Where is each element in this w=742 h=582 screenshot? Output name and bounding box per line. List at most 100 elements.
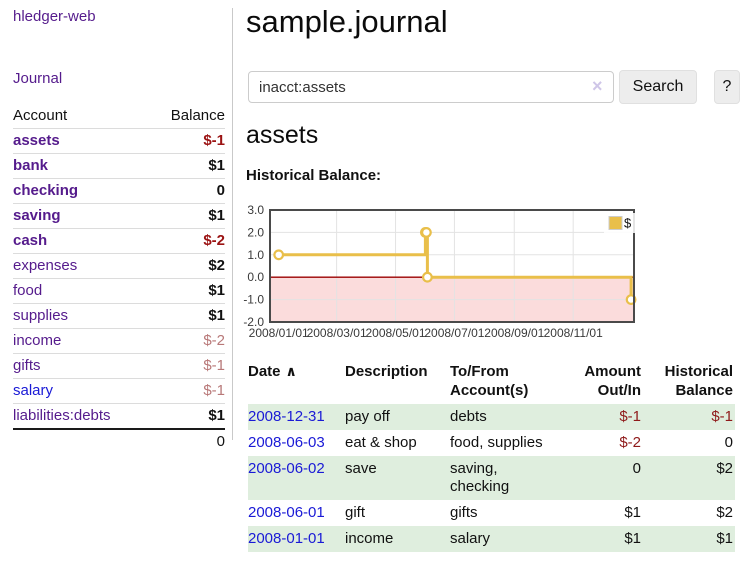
account-link-gifts[interactable]: gifts — [13, 357, 41, 374]
sidebar-item-journal[interactable]: Journal — [13, 70, 63, 87]
account-link-food[interactable]: food — [13, 282, 43, 299]
transactions-table: Date ∧ Description To/From Account(s) Amo… — [248, 362, 735, 552]
chart-border — [269, 209, 635, 323]
transactions-header-row: Date ∧ Description To/From Account(s) Amo… — [248, 362, 735, 404]
account-balance: 0 — [149, 178, 225, 204]
legend-label: $ — [624, 216, 632, 231]
transaction-balance: $-1 — [643, 404, 735, 430]
data-point-marker[interactable] — [273, 249, 285, 261]
transaction-amount: $1 — [560, 526, 643, 552]
account-balance: $1 — [149, 203, 225, 229]
transaction-balance: $1 — [643, 526, 735, 552]
account-link-supplies[interactable]: supplies — [13, 307, 69, 324]
account-link-liabilities-debts[interactable]: liabilities:debts — [13, 407, 111, 424]
transaction-balance: 0 — [724, 434, 733, 451]
account-link-checking[interactable]: checking — [13, 182, 79, 199]
account-row: checking 0 — [13, 178, 225, 204]
search-button[interactable]: Search — [619, 70, 697, 104]
search-input[interactable] — [248, 71, 614, 103]
x-axis-label: 2008/03/01 — [307, 326, 367, 340]
account-link-bank[interactable]: bank — [13, 157, 49, 174]
account-link-expenses[interactable]: expenses — [13, 257, 78, 274]
x-axis-label: 2008/05/01 — [365, 326, 425, 340]
transaction-description: gift — [345, 504, 366, 521]
transaction-amount: 0 — [560, 456, 643, 500]
transaction-amount: $-1 — [560, 404, 643, 430]
accounts-header-row: Account Balance — [13, 104, 225, 129]
accounts-total-row: 0 — [13, 428, 225, 454]
balance-column-header: Historical Balance — [664, 363, 733, 399]
account-balance: $-2 — [149, 328, 225, 354]
account-row: cash $-2 — [13, 228, 225, 254]
account-link-assets[interactable]: assets — [13, 132, 60, 149]
transaction-date-link[interactable]: 2008-01-01 — [248, 530, 325, 547]
sidebar-divider — [232, 8, 233, 440]
transaction-date-link[interactable]: 2008-12-31 — [248, 408, 325, 425]
description-column-header: Description — [345, 363, 428, 380]
account-row: salary $-1 — [13, 378, 225, 404]
y-axis-label: 0.0 — [247, 270, 264, 284]
account-balance: $-1 — [149, 378, 225, 404]
account-balance: $2 — [149, 253, 225, 279]
y-axis-label: -2.0 — [243, 315, 264, 329]
transaction-description: pay off — [345, 404, 450, 430]
transaction-amount: $-2 — [619, 434, 641, 451]
account-column-header: Account — [13, 107, 68, 124]
account-link-saving[interactable]: saving — [13, 207, 61, 224]
historical-balance-chart[interactable]: 3.0 2.0 1.0 0.0 -1.0 -2.0 2008/01/01 2008/03/01… — [240, 203, 642, 350]
x-axis-label: 2008/11/01 — [544, 326, 603, 340]
transaction-date-link[interactable]: 2008-06-02 — [248, 460, 325, 477]
account-row: food $1 — [13, 278, 225, 304]
transaction-accounts: saving, checking — [450, 456, 560, 500]
account-link-income[interactable]: income — [13, 332, 62, 349]
transaction-accounts: debts — [450, 404, 560, 430]
account-balance: $-1 — [149, 353, 225, 379]
legend-swatch — [608, 216, 623, 230]
account-link-salary[interactable]: salary — [13, 382, 54, 399]
account-link-cash[interactable]: cash — [13, 232, 48, 249]
sort-ascending-icon: ∧ — [285, 363, 297, 379]
x-axis-label: 2008/01/01 — [249, 326, 309, 340]
account-row: saving $1 — [13, 203, 225, 229]
account-row: assets $-1 — [13, 128, 225, 154]
account-row: gifts $-1 — [13, 353, 225, 379]
chart-title: Historical Balance: — [246, 167, 382, 184]
account-row: income $-2 — [13, 328, 225, 354]
data-point-marker[interactable] — [421, 271, 433, 283]
transaction-accounts: salary — [450, 526, 560, 552]
clear-search-icon[interactable]: × — [592, 76, 603, 96]
transaction-row: 2008-06-03 eat & shop food, supplies $-2… — [248, 430, 735, 456]
brand-link[interactable]: hledger-web — [13, 8, 96, 25]
balance-column-header: Balance — [170, 107, 225, 124]
account-row: liabilities:debts $1 — [13, 403, 225, 429]
transaction-row: 2008-06-02 save saving, checking 0 $2 — [248, 456, 735, 500]
account-row: bank $1 — [13, 153, 225, 179]
x-axis-label: 2008/09/01 — [484, 326, 544, 340]
date-column-header[interactable]: Date ∧ — [248, 363, 297, 380]
y-axis-label: 3.0 — [247, 204, 264, 217]
account-row: expenses $2 — [13, 253, 225, 279]
transaction-accounts: food, supplies — [450, 434, 543, 451]
transaction-row: 2008-06-01 gift gifts $1 $2 — [248, 500, 735, 526]
transaction-accounts: gifts — [450, 504, 478, 521]
account-balance: $1 — [149, 403, 225, 429]
transaction-description: income — [345, 526, 450, 552]
page-title: sample.journal — [246, 4, 448, 39]
transaction-date-link[interactable]: 2008-06-03 — [248, 434, 325, 451]
x-axis-label: 2008/07/01 — [424, 326, 484, 340]
transaction-description: save — [345, 456, 450, 500]
account-heading: assets — [246, 121, 319, 149]
account-row: supplies $1 — [13, 303, 225, 329]
y-axis-label: -1.0 — [243, 293, 264, 307]
transaction-date-link[interactable]: 2008-06-01 — [248, 504, 325, 521]
accounts-column-header: To/From Account(s) — [450, 363, 529, 399]
accounts-table: Account Balance assets $-1 bank $1 check… — [13, 104, 225, 454]
data-point-marker[interactable] — [420, 226, 432, 238]
account-balance: $1 — [149, 153, 225, 179]
amount-column-header: Amount Out/In — [584, 363, 641, 399]
transaction-balance: $2 — [643, 456, 735, 500]
account-balance: $1 — [149, 278, 225, 304]
help-button[interactable]: ? — [714, 70, 740, 104]
transaction-row: 2008-12-31 pay off debts $-1 $-1 — [248, 404, 735, 430]
